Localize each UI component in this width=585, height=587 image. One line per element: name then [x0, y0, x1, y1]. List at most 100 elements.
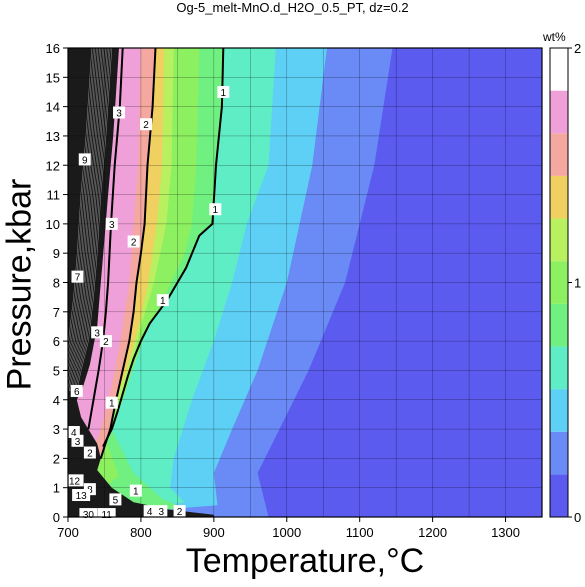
y-tick-label: 7: [53, 305, 60, 320]
contour-label-box: [155, 505, 168, 518]
contour-label: 7: [75, 273, 81, 284]
contour-label-box: [79, 508, 98, 521]
minor-isoline: [68, 48, 105, 392]
contour-label-box: [140, 118, 153, 131]
colorbar-segment: [550, 389, 568, 432]
y-tick-label: 6: [53, 334, 60, 349]
contour-label: 2: [103, 337, 109, 348]
y-tick-label: 0: [53, 510, 60, 525]
y-tick-label: 8: [53, 276, 60, 291]
colorbar-segment: [550, 261, 568, 304]
contour-line-1: [102, 48, 225, 448]
contour-label: 6: [74, 387, 80, 398]
contour-label: 3: [159, 507, 165, 518]
contour-label: 4: [147, 507, 153, 518]
contour-label: 1: [109, 399, 115, 410]
contour-label-box: [67, 425, 80, 438]
x-tick-label: 800: [130, 525, 152, 540]
minor-isoline: [73, 48, 109, 392]
minor-isoline: [68, 48, 102, 383]
minor-isoline: [74, 48, 111, 392]
contour-label: 1: [133, 487, 139, 498]
contour-label-box: [71, 270, 84, 283]
colorbar-segment: [550, 175, 568, 219]
x-tick-label: 1000: [272, 525, 301, 540]
y-tick-label: 2: [53, 451, 60, 466]
y-tick-label: 3: [53, 422, 60, 437]
contour-line-2: [99, 48, 157, 459]
y-tick-label: 9: [53, 246, 60, 261]
contour-band: [68, 48, 214, 517]
contour-label-box: [156, 294, 169, 307]
contour-label: 12: [69, 476, 81, 487]
contour-label: 1: [213, 205, 219, 216]
x-tick-label: 1200: [418, 525, 447, 540]
contour-label: 1: [160, 296, 166, 307]
contour-label: 3: [94, 328, 100, 339]
y-tick-label: 14: [46, 100, 60, 115]
contour-label-box: [129, 484, 142, 497]
y-tick-label: 16: [46, 41, 60, 56]
contour-label-box: [173, 505, 186, 518]
x-tick-label: 1100: [346, 525, 374, 540]
minor-isoline: [68, 48, 103, 391]
minor-isoline: [70, 48, 106, 392]
contour-label: 30: [83, 510, 95, 521]
contour-line-3: [87, 48, 124, 430]
contour-label: 2: [131, 237, 137, 248]
contour-label: 1: [221, 88, 227, 99]
colorbar-tick-label: 1: [574, 276, 581, 291]
y-tick-label: 15: [46, 70, 60, 85]
colorbar-segment: [550, 346, 568, 390]
contour-label: 2: [87, 449, 93, 460]
colorbar-segment: [550, 218, 568, 262]
contour-label-box: [91, 326, 104, 339]
colorbar-segment: [550, 303, 568, 347]
y-tick-label: 13: [46, 129, 60, 144]
chart-title: Og-5_melt-MnO.d_H2O_0.5_PT, dz=0.2: [176, 0, 409, 15]
contour-label-box: [97, 508, 116, 521]
colorbar-segment: [550, 48, 568, 91]
contour-label: 4: [71, 428, 77, 439]
y-tick-label: 4: [53, 393, 60, 408]
x-axis-label: Temperature,°C: [185, 542, 425, 580]
colorbar-tick-label: 0: [574, 510, 581, 525]
contour-label-box: [217, 85, 230, 98]
y-tick-label: 11: [47, 188, 61, 203]
colorbar-tick-label: 2: [574, 41, 581, 56]
colorbar-segment: [550, 474, 568, 517]
contour-label: 2: [143, 120, 149, 131]
contour-label-box: [78, 153, 91, 166]
contour-label-box: [109, 493, 122, 506]
y-tick-label: 1: [53, 481, 60, 496]
contour-label: 3: [116, 108, 122, 119]
y-tick-label: 10: [46, 217, 60, 232]
contour-label-box: [113, 106, 126, 119]
contour-label: 9: [82, 155, 88, 166]
contour-label: 2: [177, 507, 183, 518]
contour-label-box: [65, 474, 84, 487]
contour-label: 11: [101, 510, 112, 521]
contour-label: 5: [113, 495, 119, 506]
contour-label: 3: [75, 437, 81, 448]
y-tick-label: 5: [53, 363, 60, 378]
contour-label: 13: [76, 491, 88, 502]
contour-label-box: [70, 384, 83, 397]
colorbar-segment: [550, 431, 568, 475]
y-tick-label: 12: [46, 158, 60, 173]
contour-label-box: [143, 505, 156, 518]
colorbar-segment: [550, 133, 568, 176]
contour-label-box: [72, 489, 91, 502]
x-tick-label: 900: [203, 525, 225, 540]
contour-label-box: [105, 217, 118, 230]
x-tick-label: 1300: [491, 525, 520, 540]
x-tick-label: 700: [57, 525, 79, 540]
minor-isoline: [76, 48, 113, 392]
minor-isoline: [71, 48, 108, 392]
colorbar-segment: [550, 90, 568, 134]
colorbar-unit: wt%: [543, 30, 566, 44]
contour-label-box: [105, 396, 118, 409]
contour-label: 3: [109, 220, 115, 231]
contour-label-box: [83, 446, 96, 459]
